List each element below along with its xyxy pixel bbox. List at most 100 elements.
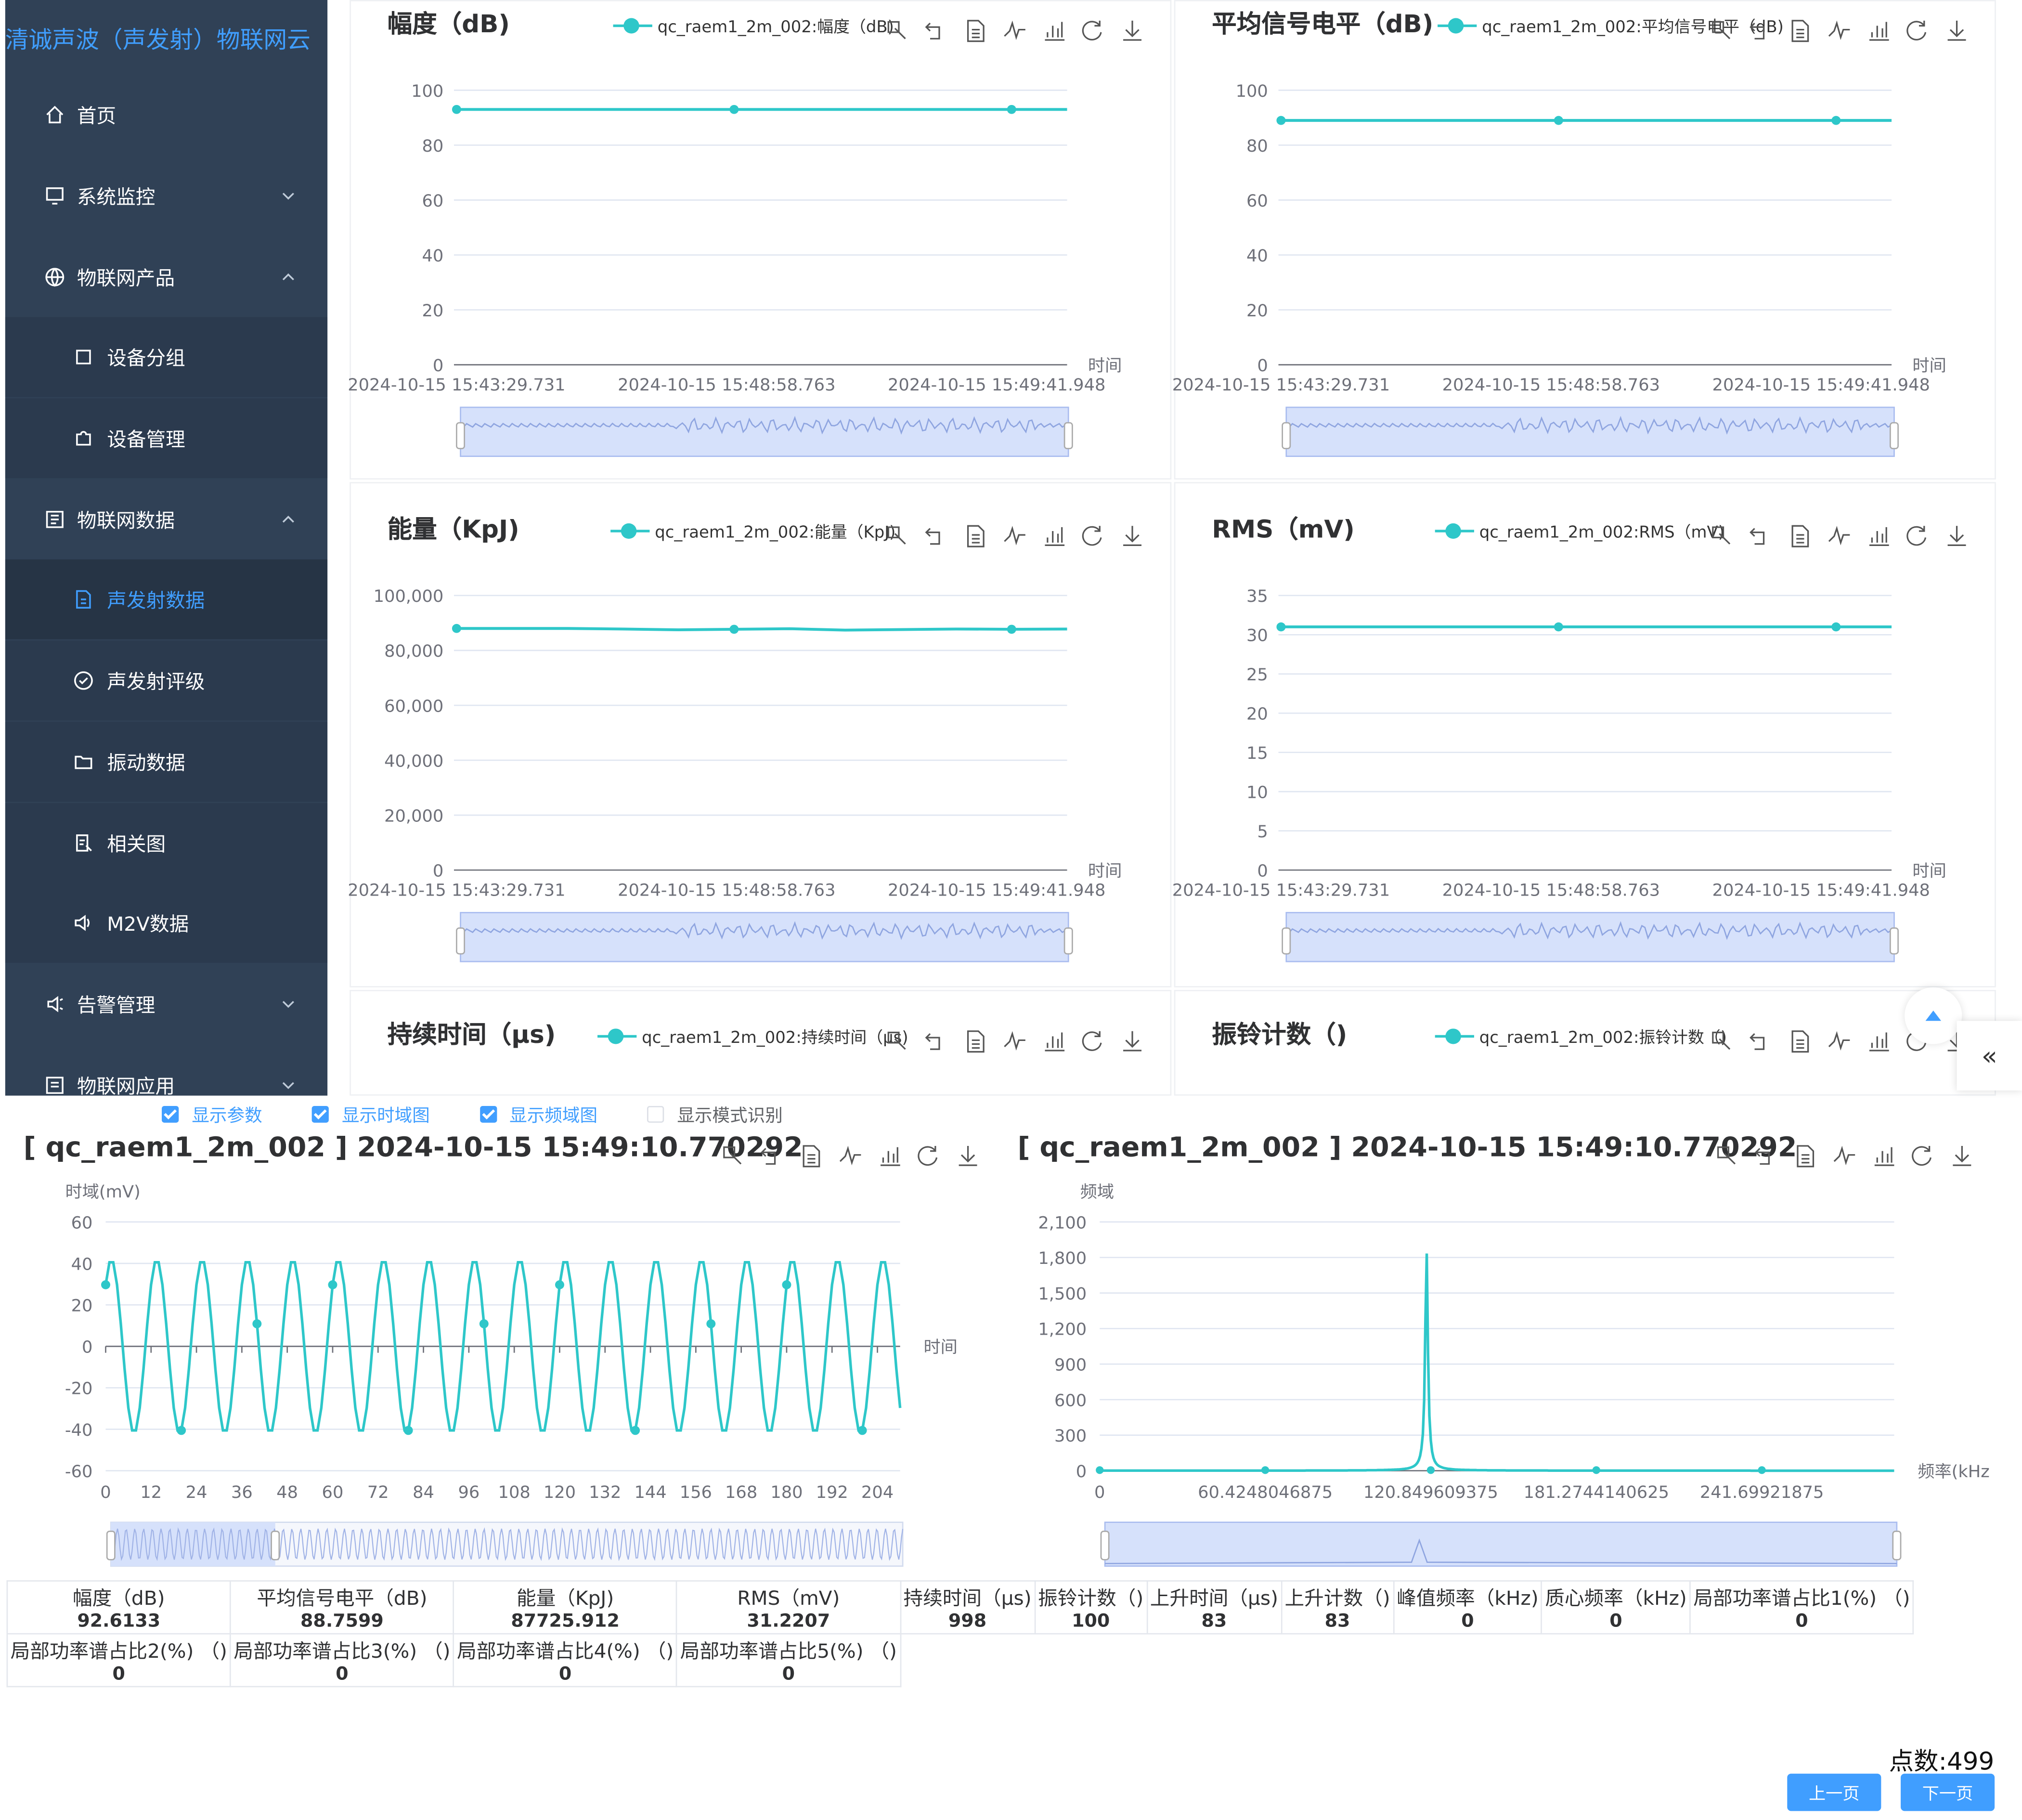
bar-chart-icon[interactable] [877,1144,903,1170]
chart-legend[interactable]: qc_raem1_2m_002:平均信号电平（dB) [1438,13,1784,38]
zoom-reset-icon[interactable] [1748,18,1774,44]
series-point[interactable] [729,104,739,114]
series-point[interactable] [857,1426,867,1435]
sidebar-item-3[interactable]: 设备分组 [5,317,328,397]
zoom-handle-right[interactable] [1063,422,1073,449]
zoom-icon[interactable] [884,18,910,44]
next-page-button[interactable]: 下一页 [1901,1773,1995,1811]
sidebar-item-9[interactable]: 相关图 [5,803,328,883]
data-zoom-slider[interactable] [456,406,1073,457]
checkbox-box[interactable] [162,1105,179,1122]
bar-chart-icon[interactable] [1041,1028,1067,1054]
show-pattern-recognition-checkbox[interactable]: 显示模式识别 [647,1101,783,1127]
collapse-panel-button[interactable]: « [1957,1021,2022,1091]
data-zoom-slider[interactable] [1282,912,1899,962]
data-view-icon[interactable] [963,1028,989,1054]
sidebar-item-11[interactable]: 告警管理 [5,964,327,1044]
sidebar-item-7[interactable]: 声发射评级 [5,640,328,721]
data-view-icon[interactable] [1792,1144,1818,1170]
sidebar-item-2[interactable]: 物联网产品 [5,237,327,317]
series-point[interactable] [1276,622,1286,632]
back-to-top-button[interactable] [1905,987,1962,1044]
download-icon[interactable] [1944,18,1970,44]
zoom-reset-icon[interactable] [1748,523,1774,549]
series-point[interactable] [1096,1466,1104,1474]
line-chart-icon[interactable] [1827,18,1853,44]
chart-legend[interactable]: qc_raem1_2m_002:RMS（mV) [1435,518,1724,543]
checkbox-box[interactable] [647,1105,664,1122]
show-params-checkbox[interactable]: 显示参数 [162,1101,262,1127]
zoom-handle-right[interactable] [1892,1531,1902,1560]
series-point[interactable] [1007,624,1016,634]
series-point[interactable] [555,1280,564,1289]
zoom-reset-icon[interactable] [1753,1144,1779,1170]
zoom-reset-icon[interactable] [1748,1028,1774,1054]
series-point[interactable] [1592,1466,1600,1474]
sidebar-item-12[interactable]: 物联网应用 [5,1045,327,1096]
data-zoom-slider[interactable] [456,912,1073,962]
download-icon[interactable] [1944,523,1970,549]
zoom-handle-left[interactable] [106,1531,116,1560]
refresh-icon[interactable] [1080,1028,1106,1054]
zoom-handle-left[interactable] [1282,927,1291,955]
zoom-icon[interactable] [1709,523,1735,549]
data-view-icon[interactable] [798,1144,824,1170]
series-point[interactable] [1554,622,1563,632]
line-chart-icon[interactable] [1827,523,1853,549]
series-point[interactable] [1261,1466,1270,1474]
data-view-icon[interactable] [1787,18,1813,44]
data-view-icon[interactable] [1787,523,1813,549]
zoom-handle-right[interactable] [271,1531,280,1560]
zoom-reset-icon[interactable] [759,1144,785,1170]
series-point[interactable] [452,624,461,633]
zoom-icon[interactable] [1709,1028,1735,1054]
series-point[interactable] [252,1319,262,1328]
chart-legend[interactable]: qc_raem1_2m_002:能量（KpJ) [610,518,895,543]
zoom-reset-icon[interactable] [923,523,949,549]
series-point[interactable] [1426,1466,1435,1474]
sidebar-item-5[interactable]: 物联网数据 [5,480,327,559]
data-zoom-slider[interactable] [106,1521,904,1567]
zoom-handle-right[interactable] [1063,927,1073,955]
series-point[interactable] [177,1426,186,1435]
series-point[interactable] [631,1426,640,1435]
series-point[interactable] [706,1319,716,1328]
zoom-range[interactable] [1285,406,1895,457]
sidebar-item-1[interactable]: 系统监控 [5,156,327,236]
bar-chart-icon[interactable] [1866,1028,1892,1054]
chart-legend[interactable]: qc_raem1_2m_002:持续时间（μs) [597,1024,908,1048]
zoom-range[interactable] [460,912,1069,962]
download-icon[interactable] [1949,1144,1975,1170]
bar-chart-icon[interactable] [1866,523,1892,549]
download-icon[interactable] [1119,1028,1145,1054]
bar-chart-icon[interactable] [1041,523,1067,549]
series-point[interactable] [1831,116,1841,125]
series-point[interactable] [452,104,461,114]
checkbox-box[interactable] [311,1105,329,1122]
data-view-icon[interactable] [1787,1028,1813,1054]
chart-legend[interactable]: qc_raem1_2m_002:幅度（dB) [613,13,894,38]
series-point[interactable] [1831,622,1841,632]
sidebar-item-10[interactable]: M2V数据 [5,883,328,963]
bar-chart-icon[interactable] [1871,1144,1897,1170]
series-point[interactable] [403,1426,413,1435]
chart-legend[interactable]: qc_raem1_2m_002:振铃计数（) [1435,1024,1727,1048]
line-chart-icon[interactable] [1831,1144,1857,1170]
series-point[interactable] [328,1280,337,1289]
data-view-icon[interactable] [963,18,989,44]
zoom-range[interactable] [460,406,1069,457]
series-point[interactable] [1276,116,1286,125]
sidebar-item-6[interactable]: 声发射数据 [5,559,328,639]
zoom-handle-left[interactable] [456,422,466,449]
checkbox-box[interactable] [479,1105,497,1122]
zoom-reset-icon[interactable] [923,18,949,44]
refresh-icon[interactable] [1905,18,1931,44]
line-chart-icon[interactable] [1002,18,1028,44]
zoom-handle-left[interactable] [1282,422,1291,449]
download-icon[interactable] [1119,523,1145,549]
show-freq-domain-checkbox[interactable]: 显示频域图 [479,1101,597,1127]
series-point[interactable] [1758,1466,1766,1474]
zoom-handle-left[interactable] [1100,1531,1110,1560]
zoom-range[interactable] [1285,912,1895,962]
series-point[interactable] [729,624,739,634]
